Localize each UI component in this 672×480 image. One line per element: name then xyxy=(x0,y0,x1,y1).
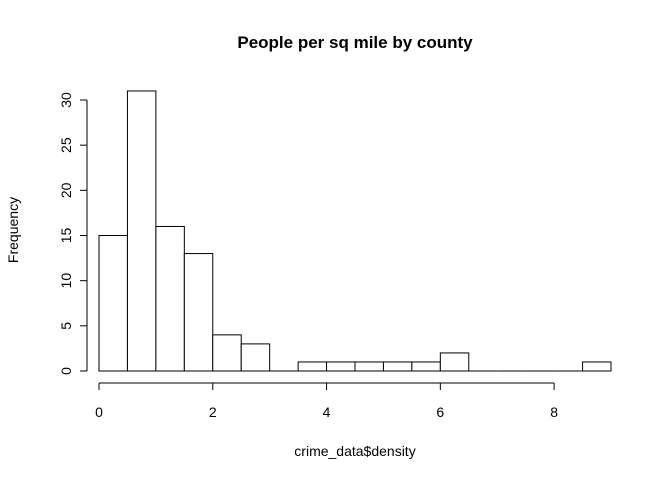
bars-group xyxy=(98,90,612,372)
x-tick-label: 6 xyxy=(436,404,444,420)
histogram-bar xyxy=(155,225,185,372)
y-tick-label: 20 xyxy=(58,182,74,198)
y-tick-label: 25 xyxy=(58,137,74,153)
y-axis-label: Frequency xyxy=(5,197,21,263)
y-tick-label: 15 xyxy=(58,228,74,244)
x-tick-label: 2 xyxy=(209,404,217,420)
histogram-bar xyxy=(98,235,128,372)
histogram-bar xyxy=(411,361,441,372)
x-axis-label: crime_data$density xyxy=(294,443,415,459)
y-axis: 0 5 10 15 20 25 30 xyxy=(58,92,88,375)
y-tick-label: 5 xyxy=(58,322,74,330)
histogram-bar xyxy=(126,90,157,372)
histogram-bar xyxy=(354,361,384,372)
histogram-bar xyxy=(382,361,413,372)
x-tick-label: 4 xyxy=(323,404,331,420)
y-tick-label: 10 xyxy=(58,273,74,289)
x-tick-label: 0 xyxy=(95,404,103,420)
x-axis: 0 2 4 6 8 xyxy=(95,382,558,420)
x-tick-label: 8 xyxy=(550,404,558,420)
histogram-bar xyxy=(582,361,612,372)
histogram-bar xyxy=(240,343,271,372)
y-tick-label: 0 xyxy=(58,367,74,375)
histogram-bar xyxy=(326,361,356,372)
histogram-bar xyxy=(297,361,328,372)
histogram-bar xyxy=(439,352,470,372)
chart-title: People per sq mile by county xyxy=(237,33,473,52)
histogram-bar xyxy=(183,253,214,372)
y-tick-label: 30 xyxy=(58,92,74,108)
histogram-bar xyxy=(212,334,242,372)
